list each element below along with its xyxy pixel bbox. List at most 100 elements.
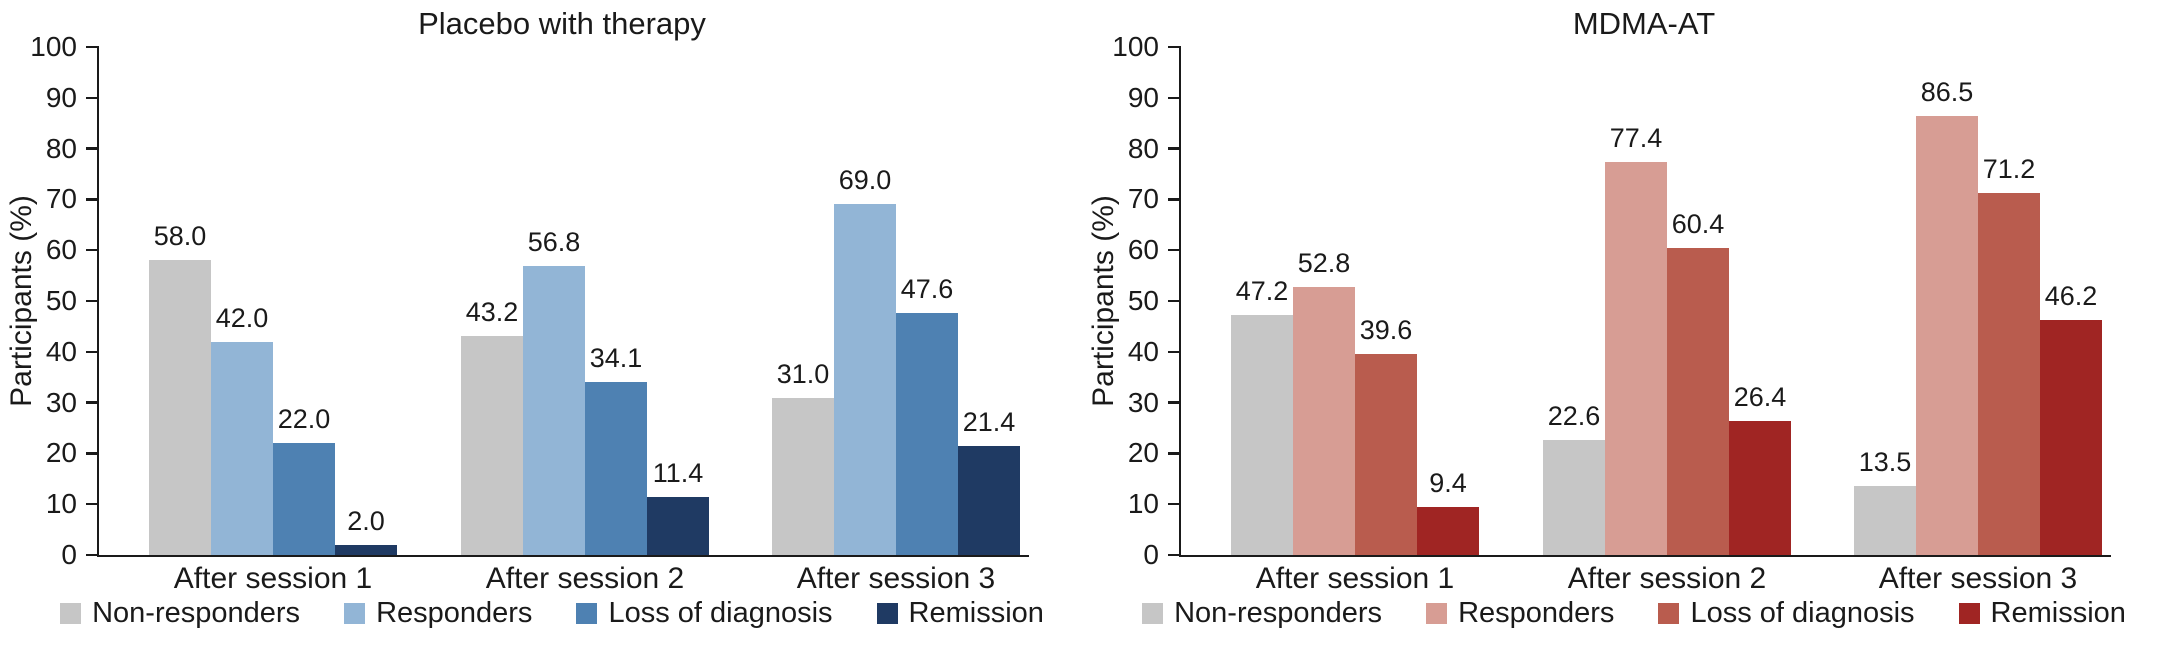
legend-swatch-icon: [1426, 602, 1448, 624]
bar-value-label: 86.5: [1920, 76, 1974, 107]
y-tick-label: 30: [1127, 386, 1159, 418]
y-tick-label: 100: [30, 31, 77, 62]
x-category-label: After session 2: [1567, 562, 1767, 595]
y-tick-label: 20: [45, 437, 77, 469]
legend-swatch-icon: [1958, 602, 1980, 624]
bar-value-label: 11.4: [652, 458, 704, 489]
y-tick-label: 60: [45, 234, 77, 266]
y-tick-label: 70: [1127, 183, 1159, 215]
y-tick-mark: [1168, 198, 1181, 201]
bar-value-label: 71.2: [1982, 154, 2036, 185]
bar-responders-group-3: [834, 204, 896, 555]
y-tick-mark: [1168, 502, 1181, 506]
y-tick-label: 40: [1127, 335, 1159, 367]
bar-value-label: 60.4: [1671, 209, 1725, 240]
bar-responders-group-1: [211, 341, 273, 555]
legend-swatch-icon: [576, 602, 598, 624]
legend-swatch-icon: [344, 602, 366, 624]
legend-swatch-icon: [1658, 602, 1680, 624]
bar-value-label: 77.4: [1609, 122, 1663, 153]
y-tick-label: 90: [45, 81, 77, 113]
legend-item-remission: Remission: [876, 597, 1044, 629]
legend-label: Non-responders: [92, 597, 301, 629]
chart-title: MDMA-AT: [1572, 6, 1716, 41]
bar-non-responders-group-3: [772, 397, 834, 555]
legend-label: Responders: [376, 597, 533, 629]
y-tick-mark: [1168, 401, 1181, 404]
y-tick-mark: [1168, 452, 1181, 455]
y-tick-mark: [86, 45, 99, 49]
y-tick-label: 70: [45, 183, 77, 215]
bar-value-label: 13.5: [1858, 447, 1912, 478]
y-tick-label: 20: [1127, 437, 1159, 469]
legend-item-remission: Remission: [1958, 597, 2126, 629]
legend: Non-responders Responders Loss of diagnosi…: [60, 597, 1044, 629]
legend-item-non-responders: Non-responders: [1142, 597, 1382, 629]
y-tick-label: 0: [61, 539, 77, 570]
bar-value-label: 31.0: [776, 358, 830, 389]
y-tick-label: 0: [1143, 539, 1159, 570]
legend-item-loss-of-diagnosis: Loss of diagnosis: [1658, 597, 1915, 629]
y-tick-label: 40: [45, 335, 77, 367]
bar-value-label: 42.0: [215, 302, 269, 333]
bar-non-responders-group-1: [1231, 315, 1293, 555]
y-tick-label: 80: [45, 132, 77, 164]
bar-value-label: 46.2: [2044, 281, 2098, 312]
y-tick-mark: [86, 248, 99, 252]
legend-label: Loss of diagnosis: [1690, 597, 1915, 629]
bar-value-label: 56.8: [527, 227, 581, 258]
y-tick-label: 60: [1127, 234, 1159, 266]
bar-remission-group-2: [647, 497, 709, 555]
bar-non-responders-group-2: [461, 335, 523, 555]
bar-responders-group-3: [1916, 115, 1978, 555]
x-category-label: After session 3: [1878, 562, 2078, 595]
bar-remission-group-1: [1417, 507, 1479, 555]
bar-remission-group-2: [1729, 420, 1791, 555]
x-category-label: After session 2: [485, 562, 685, 595]
y-tick-label: 90: [1127, 81, 1159, 113]
legend-swatch-icon: [876, 602, 898, 624]
y-tick-mark: [86, 452, 99, 455]
x-category-label: After session 3: [796, 562, 996, 595]
legend-label: Loss of diagnosis: [608, 597, 833, 629]
bar-responders-group-1: [1293, 286, 1355, 555]
y-tick-label: 10: [45, 488, 77, 520]
legend-swatch-icon: [60, 602, 82, 624]
y-tick-mark: [86, 299, 99, 303]
legend-label: Responders: [1458, 597, 1615, 629]
bar-value-label: 58.0: [153, 221, 207, 252]
bar-value-label: 26.4: [1733, 381, 1787, 412]
y-tick-mark: [86, 96, 99, 100]
bar-value-label: 47.2: [1235, 276, 1289, 307]
bar-responders-group-2: [523, 266, 585, 555]
y-tick-label: 50: [45, 285, 77, 316]
y-tick-mark: [86, 502, 99, 506]
bar-value-label: 43.2: [465, 296, 519, 327]
bar-loss-of-diagnosis-group-3: [896, 313, 958, 555]
bar-value-label: 22.0: [277, 404, 331, 435]
x-category-label: After session 1: [173, 562, 373, 595]
bar-value-label: 69.0: [838, 165, 892, 196]
bar-value-label: 2.0: [347, 505, 385, 536]
legend-label: Remission: [1990, 597, 2126, 629]
bar-remission-group-3: [2040, 320, 2102, 555]
y-tick-label: 100: [1112, 31, 1159, 62]
legend-label: Remission: [908, 597, 1044, 629]
legend-item-responders: Responders: [1426, 597, 1614, 629]
legend-item-non-responders: Non-responders: [60, 597, 300, 629]
y-tick-label: 10: [1127, 488, 1159, 520]
y-tick-mark: [86, 350, 99, 354]
bar-value-label: 52.8: [1297, 247, 1351, 278]
bar-non-responders-group-3: [1854, 486, 1916, 555]
y-tick-mark: [1168, 96, 1181, 100]
bar-remission-group-3: [958, 446, 1020, 555]
bar-value-label: 9.4: [1429, 468, 1467, 499]
bar-value-label: 47.6: [900, 274, 954, 305]
bar-remission-group-1: [335, 544, 397, 555]
legend-swatch-icon: [1142, 602, 1164, 624]
mdma-at-panel: MDMA-AT Participants (%) 0 10 20 30 40 50 60 70…: [1082, 0, 2163, 648]
bar-non-responders-group-1: [149, 260, 211, 555]
bar-loss-of-diagnosis-group-1: [1355, 353, 1417, 555]
